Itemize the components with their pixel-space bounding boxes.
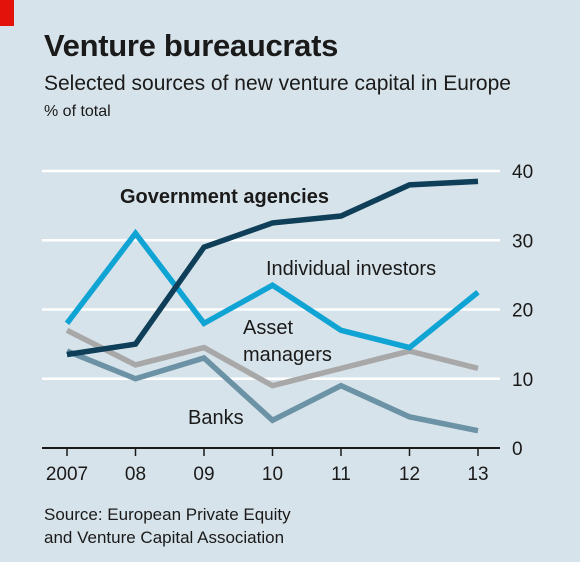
series-label-government-agencies: Government agencies bbox=[120, 186, 329, 208]
y-tick-label: 20 bbox=[512, 301, 533, 322]
y-tick-label: 30 bbox=[512, 231, 533, 252]
x-tick-label: 2007 bbox=[46, 464, 88, 485]
series-label-asset-managers: Asset managers bbox=[243, 317, 332, 366]
source-line-1: Source: European Private Equity bbox=[44, 505, 291, 524]
series-line-banks bbox=[65, 348, 479, 434]
x-tick-label: 08 bbox=[125, 464, 146, 485]
chart-subtitle: Selected sources of new venture capital … bbox=[44, 72, 511, 95]
series-label-individual-investors: Individual investors bbox=[266, 258, 436, 280]
y-axis-ticks: 0 10 20 30 40 bbox=[512, 162, 533, 460]
series-line-asset-managers bbox=[65, 327, 479, 389]
x-tick-label: 13 bbox=[467, 464, 488, 485]
series-labels: Government agencies Individual investors A… bbox=[120, 186, 436, 429]
unit-label: % of total bbox=[44, 103, 111, 120]
series-lines bbox=[64, 178, 480, 434]
y-tick-label: 0 bbox=[512, 439, 523, 460]
x-tick-label: 09 bbox=[193, 464, 214, 485]
series-label-banks: Banks bbox=[188, 407, 244, 429]
y-tick-label: 40 bbox=[512, 162, 533, 183]
source-line-2: and Venture Capital Association bbox=[44, 528, 285, 547]
line-chart: 0 10 20 30 40 2007 08 09 10 11 12 13 Government ag… bbox=[42, 162, 533, 485]
x-axis-ticks: 2007 08 09 10 11 12 13 bbox=[46, 448, 489, 485]
x-tick-label: 11 bbox=[331, 464, 351, 485]
series-line-government-agencies bbox=[66, 178, 479, 358]
series-line-individual-investors bbox=[64, 228, 480, 351]
x-tick-label: 10 bbox=[262, 464, 283, 485]
gridlines bbox=[42, 169, 500, 449]
y-tick-label: 10 bbox=[512, 370, 533, 391]
x-tick-label: 12 bbox=[399, 464, 420, 485]
accent-tab bbox=[0, 0, 14, 26]
source-note: Source: European Private Equity and Vent… bbox=[44, 503, 291, 549]
chart-title: Venture bureaucrats bbox=[44, 28, 339, 63]
